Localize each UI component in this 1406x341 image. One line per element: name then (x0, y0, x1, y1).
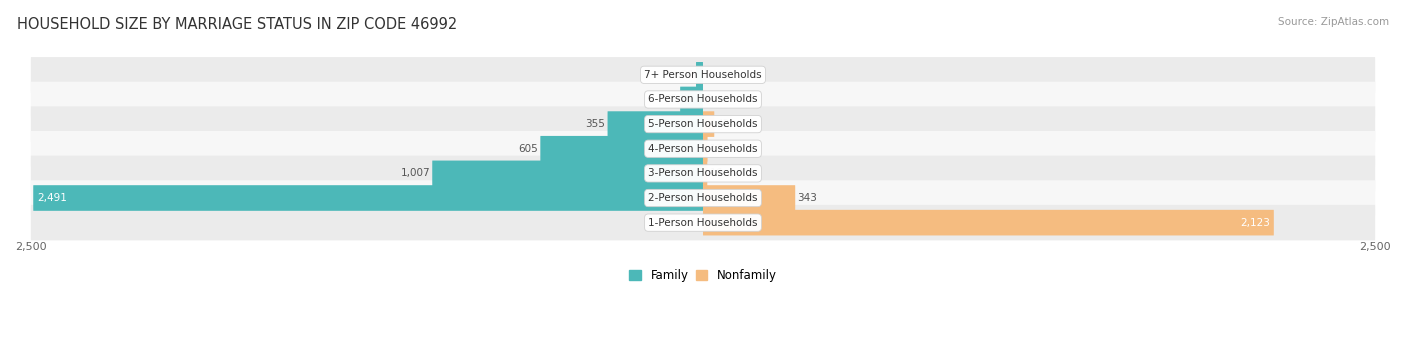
FancyBboxPatch shape (703, 185, 796, 211)
Text: 17: 17 (710, 144, 723, 154)
FancyBboxPatch shape (31, 131, 1375, 166)
Text: 355: 355 (585, 119, 606, 129)
FancyBboxPatch shape (31, 155, 1375, 191)
FancyBboxPatch shape (681, 87, 703, 112)
Text: 2-Person Households: 2-Person Households (648, 193, 758, 203)
Text: 0: 0 (706, 70, 711, 80)
Text: HOUSEHOLD SIZE BY MARRIAGE STATUS IN ZIP CODE 46992: HOUSEHOLD SIZE BY MARRIAGE STATUS IN ZIP… (17, 17, 457, 32)
Text: 343: 343 (797, 193, 817, 203)
Text: 2,491: 2,491 (38, 193, 67, 203)
Text: 16: 16 (710, 168, 723, 178)
FancyBboxPatch shape (703, 210, 1274, 235)
Text: 5-Person Households: 5-Person Households (648, 119, 758, 129)
Text: 26: 26 (681, 70, 693, 80)
Legend: Family, Nonfamily: Family, Nonfamily (630, 269, 776, 282)
FancyBboxPatch shape (432, 161, 703, 186)
FancyBboxPatch shape (703, 161, 707, 186)
FancyBboxPatch shape (31, 82, 1375, 117)
FancyBboxPatch shape (540, 136, 703, 162)
FancyBboxPatch shape (703, 111, 714, 137)
Text: 3-Person Households: 3-Person Households (648, 168, 758, 178)
FancyBboxPatch shape (696, 62, 703, 88)
FancyBboxPatch shape (31, 106, 1375, 142)
FancyBboxPatch shape (607, 111, 703, 137)
Text: 0: 0 (706, 94, 711, 104)
Text: 605: 605 (519, 144, 538, 154)
Text: 7+ Person Households: 7+ Person Households (644, 70, 762, 80)
Text: 1,007: 1,007 (401, 168, 430, 178)
FancyBboxPatch shape (31, 180, 1375, 216)
Text: 4-Person Households: 4-Person Households (648, 144, 758, 154)
FancyBboxPatch shape (31, 205, 1375, 240)
FancyBboxPatch shape (31, 57, 1375, 92)
Text: 42: 42 (717, 119, 730, 129)
FancyBboxPatch shape (34, 185, 703, 211)
Text: 85: 85 (665, 94, 678, 104)
FancyBboxPatch shape (703, 136, 707, 162)
Text: 2,123: 2,123 (1240, 218, 1270, 228)
Text: 6-Person Households: 6-Person Households (648, 94, 758, 104)
Text: Source: ZipAtlas.com: Source: ZipAtlas.com (1278, 17, 1389, 27)
Text: 1-Person Households: 1-Person Households (648, 218, 758, 228)
